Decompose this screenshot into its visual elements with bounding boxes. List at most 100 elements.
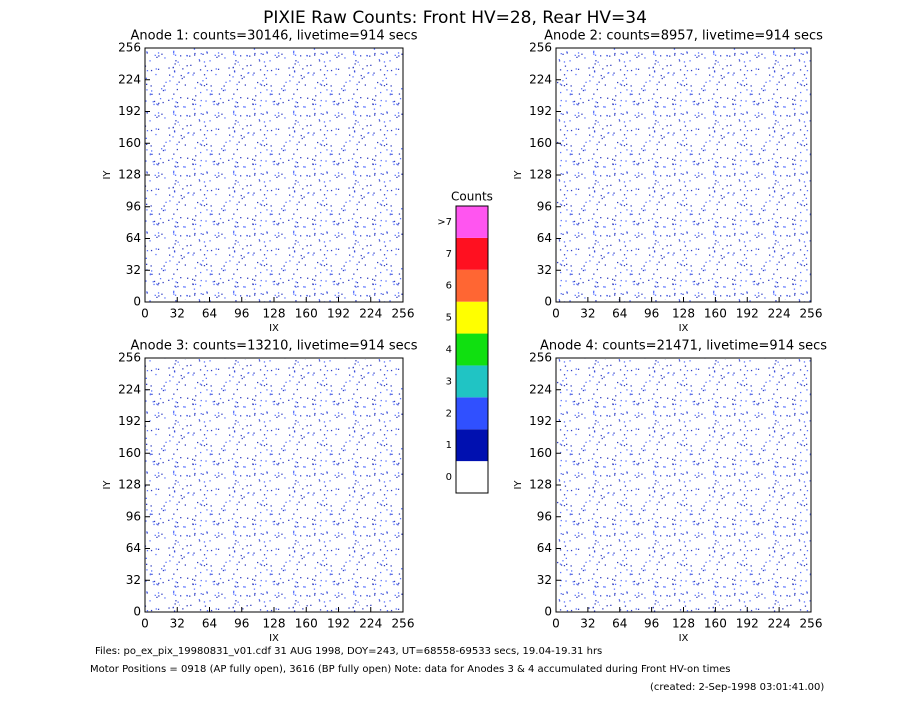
y-tick-label: 32 (126, 263, 141, 277)
x-tick-label: 256 (800, 617, 823, 631)
x-tick-label: 192 (736, 307, 759, 321)
colorbar-swatch (456, 365, 488, 398)
y-tick-label: 192 (529, 414, 552, 428)
x-tick-label: 64 (202, 307, 217, 321)
colorbar-swatch (456, 461, 488, 493)
colorbar-label: 1 (446, 440, 452, 451)
y-tick-label: 224 (118, 382, 141, 396)
plot-texture (556, 358, 811, 612)
x-tick-label: 224 (359, 307, 382, 321)
y-tick-label: 32 (537, 263, 552, 277)
x-tick-label: 32 (580, 617, 595, 631)
y-tick-label: 224 (118, 72, 141, 86)
x-tick-label: 64 (202, 617, 217, 631)
x-tick-label: 224 (359, 617, 382, 631)
y-tick-label: 160 (118, 136, 141, 150)
x-tick-label: 96 (234, 617, 249, 631)
x-tick-label: 64 (612, 617, 627, 631)
x-tick-label: 128 (263, 307, 286, 321)
x-axis-label: IX (679, 633, 689, 644)
colorbar-label: 4 (446, 345, 452, 356)
colorbar-swatch (456, 269, 488, 302)
y-tick-label: 224 (529, 72, 552, 86)
plot-texture (145, 48, 403, 302)
y-tick-label: 128 (118, 478, 141, 492)
plot-texture (145, 358, 403, 612)
x-tick-label: 32 (580, 307, 595, 321)
y-tick-label: 0 (544, 605, 552, 619)
x-tick-label: 192 (327, 307, 350, 321)
colorbar-label: 6 (446, 281, 452, 292)
plot-texture (556, 48, 811, 302)
y-tick-label: 96 (537, 199, 552, 213)
panel-title: Anode 3: counts=13210, livetime=914 secs (130, 339, 417, 354)
note: Files: po_ex_pix_19980831_v01.cdf 31 AUG… (95, 646, 602, 657)
y-tick-label: 160 (118, 446, 141, 460)
x-tick-label: 0 (552, 617, 560, 631)
colorbar-frame (455, 205, 489, 494)
y-tick-label: 256 (118, 351, 141, 365)
colorbar-label: 7 (446, 249, 452, 260)
y-tick-label: 128 (529, 168, 552, 182)
y-tick-label: 128 (118, 168, 141, 182)
x-tick-label: 64 (612, 307, 627, 321)
y-tick-label: 64 (537, 541, 552, 555)
y-tick-label: 256 (118, 41, 141, 55)
y-tick-label: 160 (529, 136, 552, 150)
figure-title: PIXIE Raw Counts: Front HV=28, Rear HV=3… (263, 8, 647, 28)
y-tick-label: 64 (126, 541, 141, 555)
colorbar-swatch (456, 206, 488, 238)
x-tick-label: 32 (170, 617, 185, 631)
x-tick-label: 96 (644, 307, 659, 321)
y-tick-label: 96 (126, 509, 141, 523)
x-tick-label: 224 (768, 307, 791, 321)
colorbar-swatch (456, 333, 488, 366)
x-tick-label: 128 (672, 617, 695, 631)
colorbar-label: 5 (446, 313, 452, 324)
x-tick-label: 256 (800, 307, 823, 321)
panel-title: Anode 1: counts=30146, livetime=914 secs (130, 29, 417, 44)
x-axis-label: IX (679, 323, 689, 334)
x-tick-label: 256 (392, 617, 415, 631)
x-tick-label: 160 (704, 307, 727, 321)
x-tick-label: 224 (768, 617, 791, 631)
y-tick-label: 192 (118, 414, 141, 428)
y-axis-label: IY (513, 170, 524, 180)
y-axis-label: IY (513, 480, 524, 490)
colorbar-label: 2 (446, 408, 452, 419)
x-tick-label: 0 (141, 617, 149, 631)
x-tick-label: 96 (234, 307, 249, 321)
y-tick-label: 96 (126, 199, 141, 213)
y-tick-label: 256 (529, 41, 552, 55)
y-tick-label: 160 (529, 446, 552, 460)
y-tick-label: 32 (126, 573, 141, 587)
colorbar-swatch (456, 301, 488, 334)
panel-title: Anode 4: counts=21471, livetime=914 secs (540, 339, 827, 354)
y-tick-label: 64 (537, 231, 552, 245)
y-tick-label: 256 (529, 351, 552, 365)
colorbar-label: 3 (446, 376, 452, 387)
y-tick-label: 128 (529, 478, 552, 492)
note: Motor Positions = 0918 (AP fully open), … (90, 664, 730, 675)
colorbar-swatch (456, 237, 488, 270)
y-tick-label: 192 (118, 104, 141, 118)
colorbar-swatch (456, 397, 488, 430)
x-tick-label: 96 (644, 617, 659, 631)
colorbar-label: 0 (446, 472, 452, 483)
colorbar-swatch (456, 429, 488, 462)
x-tick-label: 160 (704, 617, 727, 631)
x-tick-label: 160 (295, 617, 318, 631)
x-tick-label: 128 (263, 617, 286, 631)
x-axis-label: IX (269, 633, 279, 644)
x-tick-label: 0 (552, 307, 560, 321)
y-axis-label: IY (102, 480, 113, 490)
colorbar-title: Counts (451, 190, 493, 204)
y-tick-label: 0 (133, 295, 141, 309)
panel-title: Anode 2: counts=8957, livetime=914 secs (544, 29, 823, 44)
x-tick-label: 128 (672, 307, 695, 321)
y-tick-label: 0 (544, 295, 552, 309)
y-tick-label: 224 (529, 382, 552, 396)
y-tick-label: 192 (529, 104, 552, 118)
colorbar-label: >7 (437, 217, 452, 228)
